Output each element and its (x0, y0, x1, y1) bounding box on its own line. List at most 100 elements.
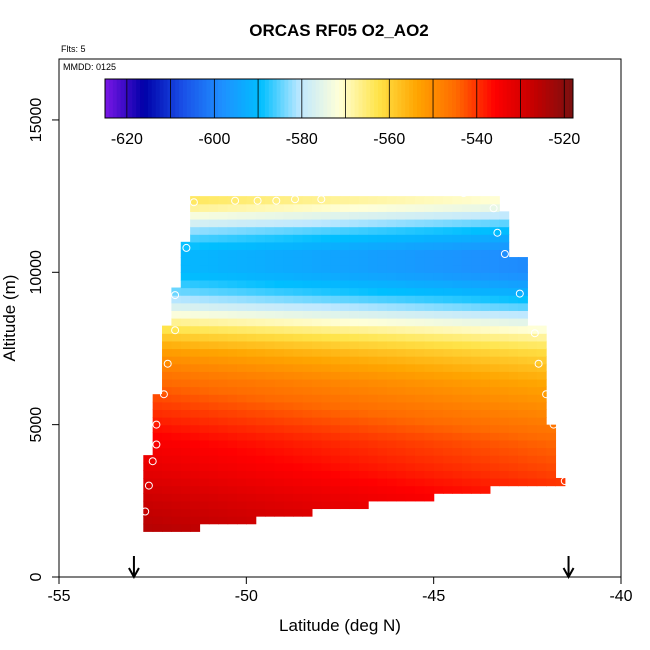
colorbar-segment (417, 79, 422, 118)
heatmap-cell (218, 333, 229, 342)
heatmap-cell (311, 455, 322, 464)
heatmap-cell (293, 348, 304, 357)
heatmap-cell (405, 417, 416, 426)
colorbar-segment (514, 79, 519, 118)
heatmap-cell (255, 371, 266, 380)
heatmap-cell (218, 363, 229, 372)
heatmap-cell (508, 264, 519, 273)
heatmap-cell (424, 432, 435, 441)
heatmap-cell (227, 424, 238, 433)
heatmap-cell (443, 318, 453, 327)
colorbar-segment (506, 79, 512, 118)
heatmap-cell (349, 196, 360, 205)
heatmap-cell (255, 500, 266, 510)
heatmap-cell (377, 203, 388, 212)
heatmap-cell (377, 432, 388, 441)
sample-point (560, 477, 569, 485)
heatmap-cell (358, 234, 369, 243)
heatmap-cell (171, 493, 182, 502)
heatmap-cell (499, 295, 510, 304)
heatmap-cell (368, 432, 379, 441)
heatmap-cell (208, 424, 219, 433)
heatmap-cell (489, 470, 500, 479)
heatmap-cell (527, 348, 538, 357)
heatmap-cell (433, 447, 444, 456)
heatmap-cell (386, 356, 397, 365)
heatmap-cell (396, 417, 407, 426)
heatmap-cell (255, 462, 266, 471)
heatmap-cell (424, 386, 435, 395)
heatmap-cell (358, 477, 369, 487)
heatmap-cell (377, 318, 388, 327)
heatmap-cell (265, 348, 276, 357)
heatmap-cell (508, 279, 519, 289)
heatmap-cell (414, 295, 425, 304)
sample-point (500, 250, 509, 258)
heatmap-cell (499, 340, 510, 350)
heatmap-cell (386, 394, 397, 403)
heatmap-cell (208, 439, 219, 449)
heatmap-cell (386, 310, 397, 319)
heatmap-cell (452, 203, 463, 212)
heatmap-cell (208, 500, 219, 510)
heatmap-cell (199, 462, 210, 471)
heatmap-cell (443, 439, 453, 449)
heatmap-cell (508, 447, 519, 456)
heatmap-cell (236, 439, 247, 449)
colorbar-segment (319, 79, 324, 118)
heatmap-cell (162, 485, 172, 494)
heatmap-cell (368, 394, 379, 403)
heatmap-cell (508, 295, 519, 304)
heatmap-cell (236, 386, 247, 395)
heatmap-cell (443, 257, 453, 266)
colorbar-segment (327, 79, 332, 118)
heatmap-cell (227, 485, 238, 494)
heatmap-cell (414, 264, 425, 273)
heatmap-cell (162, 340, 172, 350)
heatmap-cell (443, 447, 453, 456)
heatmap-cell (171, 394, 182, 403)
heatmap-cell (199, 439, 210, 449)
heatmap-cell (433, 424, 444, 433)
y-tick-label: 10000 (28, 250, 45, 295)
colorbar-tick-label: -520 (548, 131, 580, 148)
heatmap-cell (321, 401, 332, 411)
heatmap-cell (405, 470, 416, 479)
heatmap-cell (227, 356, 238, 365)
heatmap-cell (199, 417, 210, 426)
heatmap-cell (283, 257, 294, 266)
heatmap-cell (396, 409, 407, 418)
heatmap-cell (227, 226, 238, 235)
heatmap-cell (293, 325, 304, 334)
heatmap-cell (227, 211, 238, 220)
heatmap-cell (283, 333, 294, 342)
colorbar-segment (151, 79, 157, 118)
heatmap-cell (349, 432, 360, 441)
heatmap-cell (377, 241, 388, 251)
heatmap-cell (302, 310, 313, 319)
heatmap-cell (546, 432, 557, 441)
heatmap-cell (302, 241, 313, 251)
heatmap-cell (302, 279, 313, 289)
heatmap-cell (499, 439, 510, 449)
heatmap-cell (227, 218, 238, 228)
heatmap-cell (508, 432, 519, 441)
heatmap-cell (377, 424, 388, 433)
heatmap-cell (368, 477, 379, 487)
heatmap-cell (471, 417, 482, 426)
heatmap-cell (274, 295, 285, 304)
heatmap-cell (433, 211, 444, 220)
heatmap-cell (471, 272, 482, 281)
date-label: MMDD: 0125 (63, 62, 116, 72)
heatmap-cell (433, 302, 444, 311)
heatmap-cell (424, 257, 435, 266)
heatmap-cell (246, 447, 257, 456)
heatmap-cell (340, 378, 350, 388)
heatmap-cell (452, 287, 463, 296)
heatmap-cell (358, 279, 369, 289)
heatmap-cell (255, 386, 266, 395)
heatmap-cell (452, 295, 463, 304)
heatmap-cell (265, 470, 276, 479)
heatmap-cell (321, 325, 332, 334)
heatmap-cell (517, 295, 528, 304)
